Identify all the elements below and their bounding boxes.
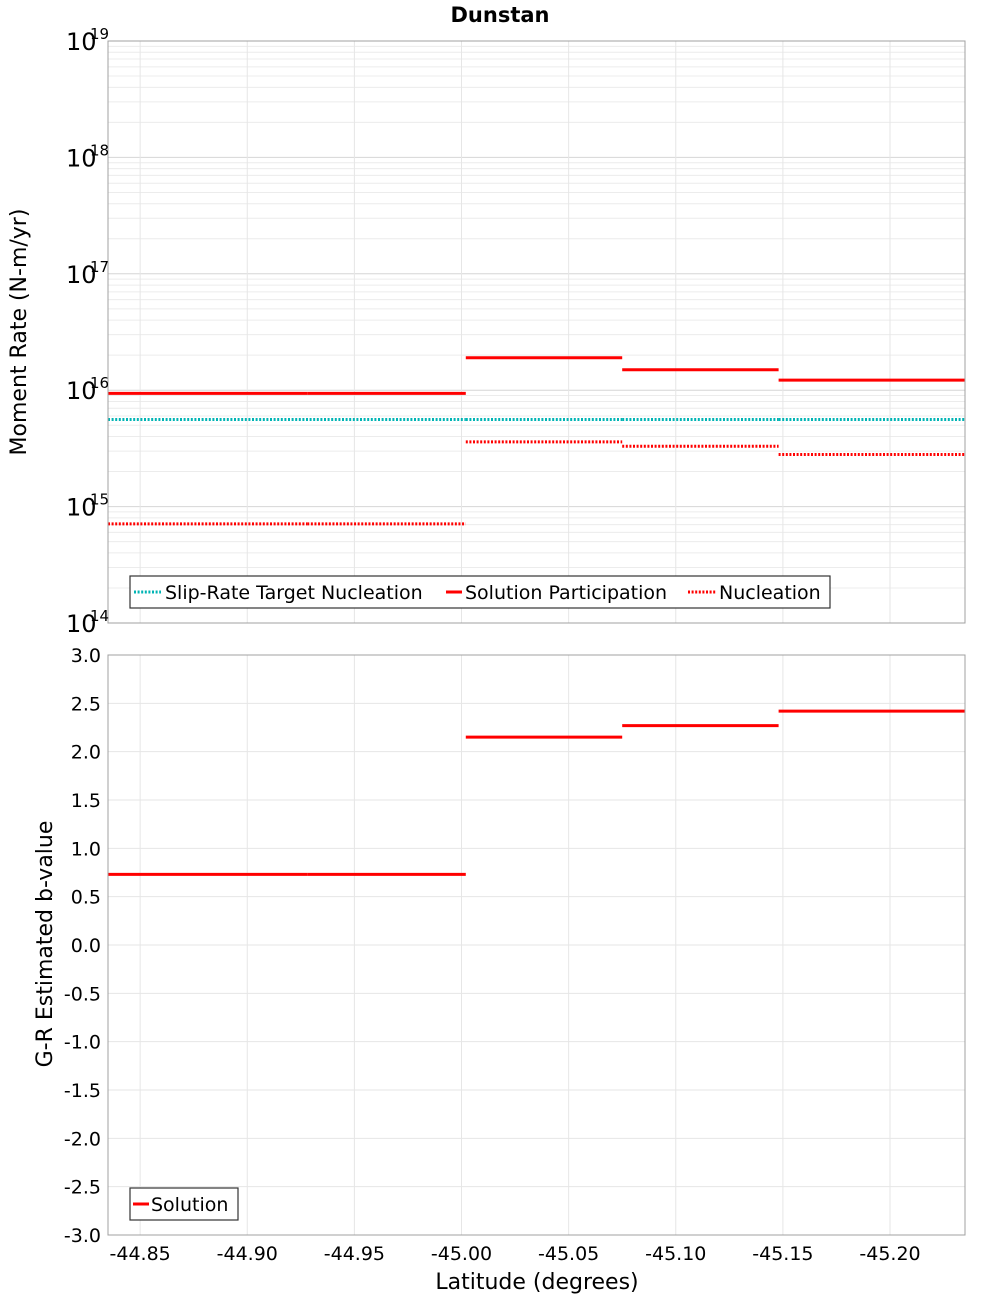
top-y-axis-label: Moment Rate (N-m/yr) (7, 209, 32, 456)
top-y-tick-base: 10 (66, 377, 97, 405)
legend-label-solution-participation: Solution Participation (465, 582, 667, 604)
top-y-tick-exponent: 18 (90, 141, 109, 159)
bottom-y-tick-label: -1.0 (64, 1032, 101, 1054)
bottom-y-tick-label: 1.0 (71, 838, 101, 860)
x-tick-label: -44.90 (217, 1243, 278, 1265)
x-tick-label: -45.05 (538, 1243, 599, 1265)
bottom-y-tick-label: -1.5 (64, 1080, 101, 1102)
x-tick-label: -44.85 (110, 1243, 171, 1265)
chart-title: Dunstan (451, 3, 550, 27)
bottom-legend: Solution (129, 1187, 239, 1221)
bottom-y-tick-label: 3.0 (71, 645, 101, 667)
top-y-tick-base: 10 (66, 261, 97, 289)
bottom-y-tick-label: 0.0 (71, 935, 101, 957)
legend-label-nucleation: Nucleation (719, 582, 821, 604)
bottom-y-axis-label: G-R Estimated b-value (33, 821, 58, 1068)
x-tick-label: -45.10 (645, 1243, 706, 1265)
x-tick-label: -45.20 (859, 1243, 920, 1265)
top-y-tick-base: 10 (66, 144, 97, 172)
bottom-y-tick-label: -3.0 (64, 1225, 101, 1247)
x-tick-label: -45.00 (431, 1243, 492, 1265)
legend-label-slip-rate-target: Slip-Rate Target Nucleation (165, 582, 423, 604)
top-y-tick-exponent: 15 (90, 491, 109, 509)
bottom-y-tick-label: 2.5 (71, 693, 101, 715)
top-plot-frame (107, 40, 966, 624)
bottom-y-tick-label: 2.0 (71, 742, 101, 764)
top-y-tick-base: 10 (66, 610, 97, 638)
bottom-plot-grid (108, 654, 965, 1236)
bottom-y-tick-label: 0.5 (71, 887, 101, 909)
plot-frames (107, 40, 966, 1236)
x-axis-label: Latitude (degrees) (435, 1270, 638, 1295)
top-y-tick-base: 10 (66, 494, 97, 522)
top-plot-series (108, 356, 965, 526)
top-plot-grid (108, 40, 965, 624)
legend-label-solution: Solution (151, 1194, 228, 1216)
bottom-plot-series (108, 709, 965, 876)
top-y-tick-exponent: 19 (90, 25, 109, 43)
top-y-tick-base: 10 (66, 28, 97, 56)
bottom-y-tick-label: -0.5 (64, 983, 101, 1005)
top-y-tick-exponent: 16 (90, 374, 109, 392)
bottom-y-tick-label: -2.0 (64, 1128, 101, 1150)
bottom-y-tick-label: 1.5 (71, 790, 101, 812)
x-tick-label: -44.95 (324, 1243, 385, 1265)
top-y-tick-exponent: 17 (90, 258, 109, 276)
bottom-plot-frame (107, 654, 966, 1236)
top-y-tick-exponent: 14 (90, 607, 109, 625)
bottom-y-tick-label: -2.5 (64, 1177, 101, 1199)
top-legend: Slip-Rate Target Nucleation Solution Par… (129, 575, 831, 609)
x-tick-label: -45.15 (752, 1243, 813, 1265)
